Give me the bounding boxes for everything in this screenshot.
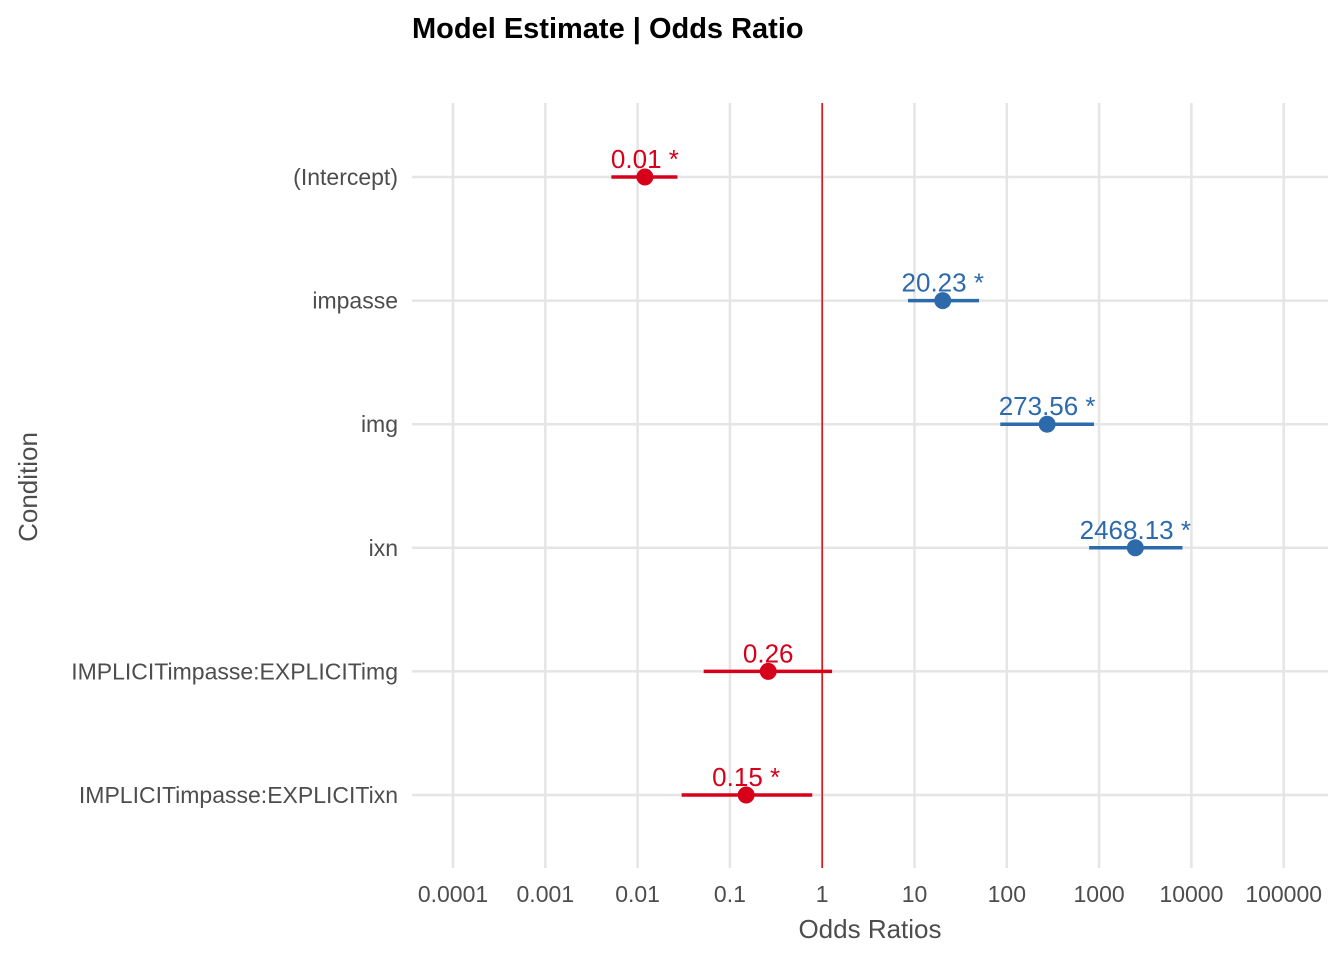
y-tick-label: impasse [312, 288, 398, 314]
y-tick-label: ixn [369, 535, 398, 561]
y-axis-title: Condition [13, 432, 43, 542]
data-label: 273.56 * [999, 391, 1096, 421]
data-label: 20.23 * [902, 268, 984, 298]
data-label: 0.01 * [611, 144, 679, 174]
estimate-point [1126, 539, 1144, 557]
chart-title: Model Estimate | Odds Ratio [412, 13, 804, 45]
x-tick-label: 10 [902, 881, 928, 907]
x-tick-label: 1000 [1074, 881, 1125, 907]
x-tick-label: 10000 [1159, 881, 1223, 907]
grid [412, 103, 1328, 868]
y-tick-labels: (Intercept) impasse img ixn IMPLICITimpasse:… [71, 164, 398, 808]
estimate-point [934, 292, 952, 310]
x-tick-label: 0.0001 [418, 881, 488, 907]
x-tick-label: 100 [988, 881, 1026, 907]
x-tick-label: 0.1 [714, 881, 746, 907]
y-tick-label: IMPLICITimpasse:EXPLICITimg [71, 658, 398, 684]
estimate-point [1038, 415, 1056, 433]
x-tick-label: 0.001 [517, 881, 575, 907]
estimate-point [737, 786, 755, 804]
x-tick-label: 100000 [1245, 881, 1322, 907]
data-label: 2468.13 * [1080, 515, 1191, 545]
y-tick-label: (Intercept) [293, 164, 398, 190]
x-axis-title: Odds Ratios [798, 914, 941, 944]
y-tick-label: img [361, 411, 398, 437]
x-tick-labels: 0.0001 0.001 0.01 0.1 1 10 100 1000 10000 100000 [418, 881, 1322, 907]
estimates: 0.01 * 20.23 * 273.56 * 2468.13 * 0.26 0.15 * [611, 144, 1191, 804]
estimate-point [759, 662, 777, 680]
data-label: 0.26 [743, 638, 794, 668]
data-label: 0.15 * [712, 762, 780, 792]
y-tick-label: IMPLICITimpasse:EXPLICITixn [79, 782, 398, 808]
x-tick-label: 0.01 [615, 881, 660, 907]
estimate-point [636, 168, 654, 186]
x-tick-label: 1 [816, 881, 829, 907]
